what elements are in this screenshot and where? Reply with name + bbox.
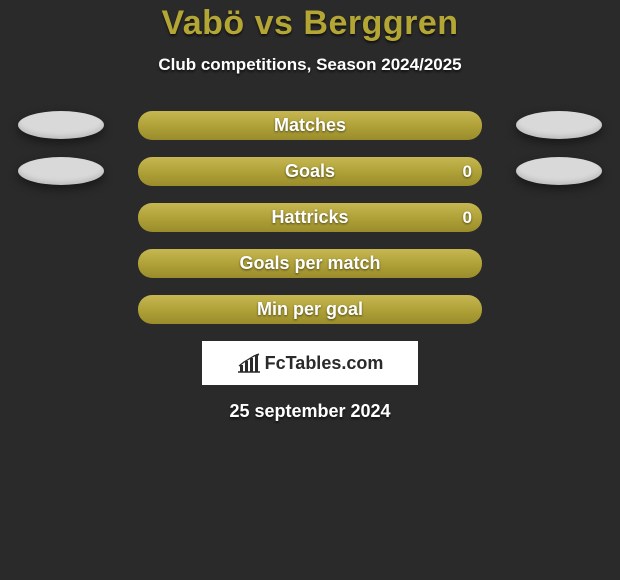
right-avatar-placeholder bbox=[516, 157, 602, 185]
bar-label: Matches bbox=[138, 111, 482, 140]
page-root: Vabö vs Berggren Club competitions, Seas… bbox=[0, 0, 620, 422]
bar-hattricks: Hattricks 0 bbox=[138, 203, 482, 232]
chart-row-goals: Goals 0 bbox=[0, 157, 620, 186]
bar-label: Min per goal bbox=[138, 295, 482, 324]
left-avatar-placeholder bbox=[18, 111, 104, 139]
bar-goals-per-match: Goals per match bbox=[138, 249, 482, 278]
chart-row-hattricks: Hattricks 0 bbox=[0, 203, 620, 232]
bar-chart-icon bbox=[237, 353, 261, 373]
footer-date: 25 september 2024 bbox=[0, 401, 620, 422]
logo-inner: FcTables.com bbox=[237, 353, 384, 374]
source-logo: FcTables.com bbox=[202, 341, 418, 385]
bar-matches: Matches bbox=[138, 111, 482, 140]
chart-row-min-per-goal: Min per goal bbox=[0, 295, 620, 324]
bar-label: Goals bbox=[138, 157, 482, 186]
right-avatar-placeholder bbox=[516, 111, 602, 139]
bar-goals: Goals 0 bbox=[138, 157, 482, 186]
chart-row-goals-per-match: Goals per match bbox=[0, 249, 620, 278]
chart-row-matches: Matches bbox=[0, 111, 620, 140]
comparison-chart: Matches Goals 0 Hattricks 0 Goals per ma… bbox=[0, 111, 620, 324]
left-avatar-placeholder bbox=[18, 157, 104, 185]
bar-min-per-goal: Min per goal bbox=[138, 295, 482, 324]
bar-label: Hattricks bbox=[138, 203, 482, 232]
bar-value: 0 bbox=[463, 157, 472, 186]
logo-text: FcTables.com bbox=[265, 353, 384, 374]
bar-label: Goals per match bbox=[138, 249, 482, 278]
page-subtitle: Club competitions, Season 2024/2025 bbox=[0, 55, 620, 75]
page-title: Vabö vs Berggren bbox=[0, 4, 620, 43]
bar-value: 0 bbox=[463, 203, 472, 232]
